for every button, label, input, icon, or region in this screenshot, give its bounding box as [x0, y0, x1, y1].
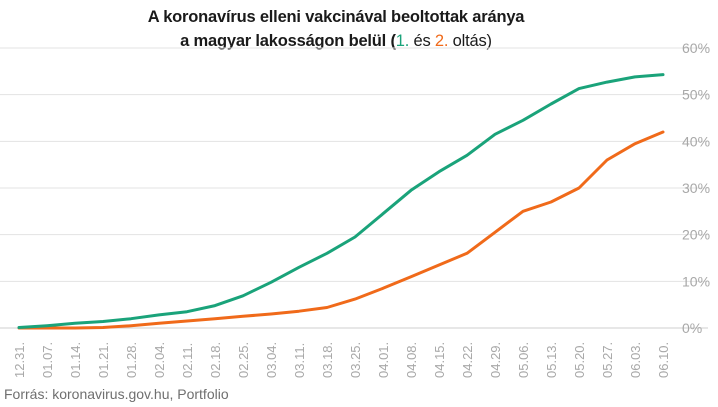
x-tick-label: 01.21. — [96, 342, 111, 378]
x-tick-label: 02.18. — [208, 342, 223, 378]
x-tick-label: 02.04. — [152, 342, 167, 378]
series-lines — [17, 73, 665, 330]
chart-title-line-1: A koronavírus elleni vakcinával beoltott… — [0, 8, 672, 27]
y-axis-tick-labels: 0% 10% 20% 30% 40% 50% 60% — [682, 40, 710, 336]
y-tick-label: 30% — [682, 180, 710, 196]
dose-1-legend-label: 1. — [395, 32, 410, 50]
y-tick-label: 10% — [682, 273, 710, 289]
source-note: Forrás: koronavirus.gov.hu, Portfolio — [4, 386, 229, 402]
y-tick-label: 60% — [682, 40, 710, 56]
x-tick-label: 04.22. — [460, 342, 475, 378]
x-tick-label: 02.11. — [180, 343, 195, 378]
chart-title-end: oltás) — [448, 32, 492, 50]
chart-title-text-2: a magyar lakosságon belül ( — [180, 32, 396, 50]
x-tick-label: 06.10. — [656, 342, 671, 378]
x-tick-label: 05.20. — [572, 342, 587, 378]
chart-title-text-1: A koronavírus elleni vakcinával beoltott… — [147, 8, 525, 26]
x-tick-label: 06.03. — [628, 342, 643, 378]
chart-title-line-2: a magyar lakosságon belül (1. és 2. oltá… — [0, 32, 672, 51]
x-tick-label: 03.11. — [292, 343, 307, 378]
x-tick-label: 04.01. — [376, 342, 391, 378]
x-tick-label: 03.18. — [320, 342, 335, 378]
series-line-dose-2 — [17, 130, 665, 330]
x-tick-label: 01.28. — [124, 342, 139, 378]
x-tick-label: 03.25. — [348, 342, 363, 378]
y-tick-label: 50% — [682, 87, 710, 103]
x-tick-label: 04.29. — [488, 342, 503, 378]
x-axis-tick-labels: 12.31. 01.07. 01.14. 01.21. 01.28. 02.04. 02.1… — [12, 342, 671, 378]
x-tick-label: 04.15. — [432, 342, 447, 378]
grid-lines — [0, 47, 708, 329]
x-tick-label: 02.25. — [236, 342, 251, 378]
x-tick-label: 05.27. — [600, 342, 615, 378]
x-tick-label: 01.14. — [68, 342, 83, 378]
x-tick-label: 12.31. — [12, 342, 27, 378]
dose-2-legend-label: 2. — [434, 32, 449, 50]
chart-title-conjunction: és — [409, 32, 435, 50]
x-tick-label: 05.13. — [544, 342, 559, 378]
series-line-dose-1 — [17, 73, 665, 329]
y-tick-label: 20% — [682, 227, 710, 243]
y-tick-label: 40% — [682, 133, 710, 149]
x-tick-label: 01.07. — [40, 342, 55, 378]
x-tick-label: 04.08. — [404, 342, 419, 378]
y-tick-label: 0% — [682, 320, 702, 336]
x-tick-label: 03.04. — [264, 342, 279, 378]
x-tick-label: 05.06. — [516, 342, 531, 378]
